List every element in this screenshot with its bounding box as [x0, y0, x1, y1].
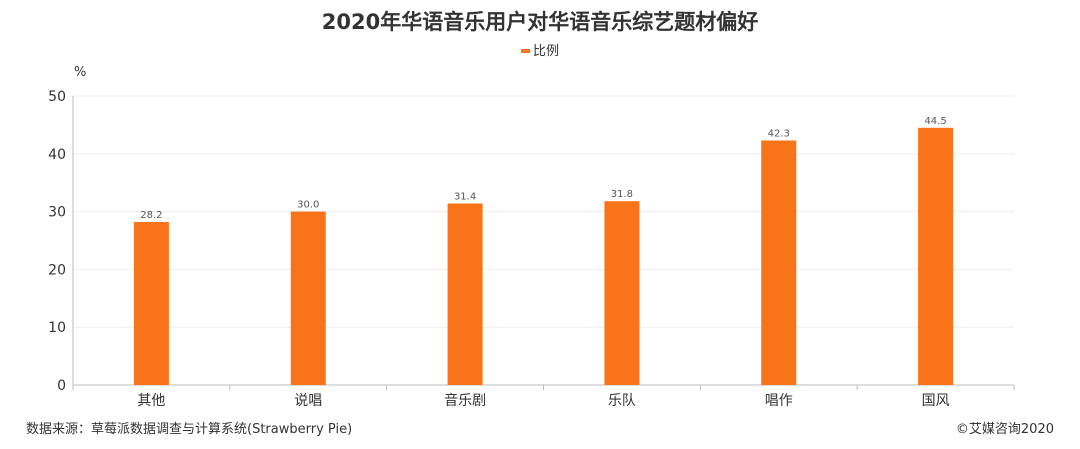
chart-title: 2020年华语音乐用户对华语音乐综艺题材偏好: [321, 10, 759, 34]
bar: [604, 201, 640, 385]
x-category-label: 音乐剧: [444, 392, 486, 409]
x-category-label: 国风: [922, 393, 950, 409]
x-category-label: 乐队: [608, 393, 636, 409]
legend-label: 比例: [532, 44, 559, 59]
data-label: 31.4: [454, 192, 476, 203]
data-label: 31.8: [611, 189, 633, 200]
data-label: 44.5: [924, 116, 946, 127]
legend: 比例: [0, 40, 1080, 59]
bar: [290, 211, 326, 385]
y-tick-label: 10: [48, 320, 66, 336]
y-tick-label: 20: [48, 262, 66, 278]
x-category-label: 其他: [137, 393, 165, 409]
bar: [447, 203, 483, 385]
bar: [761, 140, 797, 385]
y-tick-label: 40: [48, 147, 66, 163]
x-category-label: 唱作: [765, 393, 793, 409]
x-category-label: 说唱: [294, 393, 322, 409]
y-tick-label: 30: [48, 205, 66, 221]
legend-swatch: [520, 48, 530, 53]
bar: [133, 222, 169, 385]
source-note: 数据来源：草莓派数据调查与计算系统(Strawberry Pie): [26, 422, 353, 437]
copyright-note: ©艾媒咨询2020: [955, 422, 1054, 437]
data-label: 42.3: [768, 129, 790, 140]
data-label: 28.2: [140, 210, 162, 221]
y-tick-label: 50: [48, 89, 66, 105]
y-tick-label: 0: [57, 378, 66, 394]
y-axis-unit-label: %: [74, 65, 87, 80]
bar: [918, 127, 954, 385]
data-label: 30.0: [297, 200, 319, 211]
